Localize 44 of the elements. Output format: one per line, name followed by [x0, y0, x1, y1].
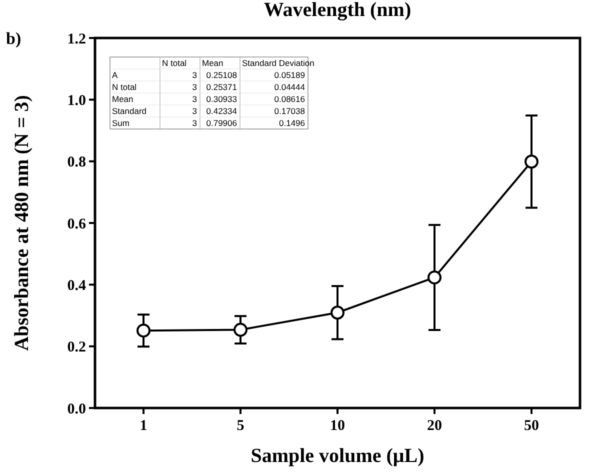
annotation: 0.1496: [279, 118, 306, 128]
point: [524, 154, 538, 169]
annotation: Standard Deviation: [242, 58, 315, 68]
annotation: Standard: [112, 106, 147, 116]
x-tick-label: 5: [236, 418, 244, 434]
annotation: 0.17038: [274, 106, 306, 116]
y-tick-label: 0.4: [67, 278, 86, 294]
x-tick-label: 1: [140, 418, 148, 434]
annotation: 0.04444: [274, 82, 306, 92]
point: [136, 324, 150, 338]
annotation: Mean: [202, 58, 224, 68]
y-axis-title: Absorbance at 480 nm (N = 3): [11, 95, 33, 351]
y-tick-label: 1.2: [67, 31, 86, 48]
annotation: N total: [112, 82, 137, 92]
point: [234, 322, 248, 337]
annotation: 0.42334: [206, 106, 238, 116]
point: [330, 306, 344, 320]
annotation: 3: [192, 118, 198, 128]
annotation: N total: [162, 58, 187, 68]
point: [428, 270, 442, 284]
x-tick-label: 50: [524, 418, 539, 434]
y-tick-label: 0.6: [67, 216, 86, 232]
y-tick-label: 0.8: [67, 154, 86, 171]
x-axis-title: Sample volume (μL): [250, 445, 424, 467]
x-tick-label: 20: [427, 418, 442, 434]
annotation: 0.25371: [206, 82, 238, 92]
annotation: Mean: [112, 94, 134, 104]
annotation: 3: [192, 82, 198, 92]
annotation: 0.05189: [274, 70, 306, 80]
annotation: 0.25108: [206, 70, 238, 80]
annotation: 3: [192, 106, 198, 116]
annotation: 3: [192, 94, 198, 104]
x-tick-label: 10: [330, 418, 345, 434]
annotation: Sum: [112, 118, 130, 128]
chart-title: Wavelength (nm): [264, 0, 412, 21]
annotation: A: [112, 70, 118, 80]
y-tick-label: 1.0: [67, 92, 86, 109]
annotation: 0.08616: [274, 94, 306, 104]
text: b): [6, 29, 22, 48]
y-tick-label: 0.2: [67, 340, 86, 356]
annotation: 3: [192, 70, 198, 80]
annotation: 0.30933: [206, 94, 238, 104]
y-tick-label: 0.0: [67, 401, 86, 418]
annotation: 0.79906: [206, 118, 238, 128]
